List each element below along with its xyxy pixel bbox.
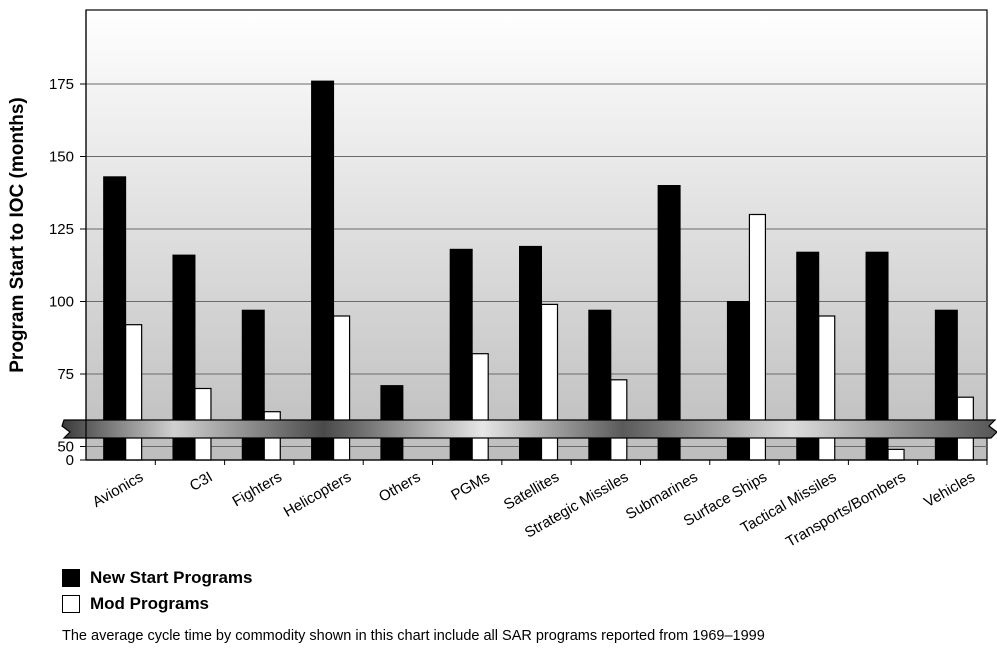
y-axis-label: Program Start to IOC (months) — [7, 97, 28, 373]
y-tick-label-100: 100 — [49, 294, 74, 311]
x-tick-label-c3i: C3I — [187, 468, 216, 494]
bar-mod-avionics — [125, 324, 143, 461]
x-tick-label-fighters: Fighters — [229, 468, 284, 510]
legend-swatch-new-start — [62, 569, 80, 587]
legend-item-new-start: New Start Programs — [62, 565, 253, 591]
x-tick-label-transports-bombers: Transports/Bombers — [783, 468, 909, 550]
y-tick-label-0: 0 — [66, 452, 74, 469]
y-tick-label-150: 150 — [49, 149, 74, 166]
x-tick-label-vehicles: Vehicles — [921, 468, 978, 511]
y-tick-label-125: 125 — [49, 221, 74, 238]
bar-mod-transports-bombers — [887, 448, 905, 461]
footnote: The average cycle time by commodity show… — [62, 628, 765, 644]
legend-label-mod: Mod Programs — [90, 594, 210, 613]
x-tick-label-avionics: Avionics — [90, 468, 147, 511]
legend: New Start Programs Mod Programs — [62, 565, 253, 617]
axis-break-band — [61, 419, 997, 439]
bar-mod-pgms — [471, 353, 489, 461]
x-tick-label-others: Others — [376, 468, 423, 505]
legend-item-mod: Mod Programs — [62, 591, 253, 617]
bar-new-start-helicopters — [311, 80, 335, 461]
y-tick-label-50: 50 — [57, 439, 74, 456]
y-axis: 050 75 100 125 150 175 — [49, 10, 87, 469]
bar-chart: 050 75 100 125 150 175 Avionics C3I FightersHel… — [7, 9, 997, 551]
bar-new-start-submarines — [657, 185, 681, 461]
y-tick-label-75: 75 — [57, 366, 74, 383]
x-tick-label-helicopters: Helicopters — [281, 468, 354, 520]
axis-break — [61, 419, 997, 439]
gridlines — [86, 83, 987, 447]
legend-label-new-start: New Start Programs — [90, 568, 253, 587]
x-tick-label-satellites: Satellites — [501, 468, 562, 513]
x-tick-label-pgms: PGMs — [448, 468, 493, 504]
legend-swatch-mod — [62, 595, 80, 613]
y-tick-label-175: 175 — [49, 76, 74, 93]
bar-new-start-avionics — [103, 176, 127, 461]
